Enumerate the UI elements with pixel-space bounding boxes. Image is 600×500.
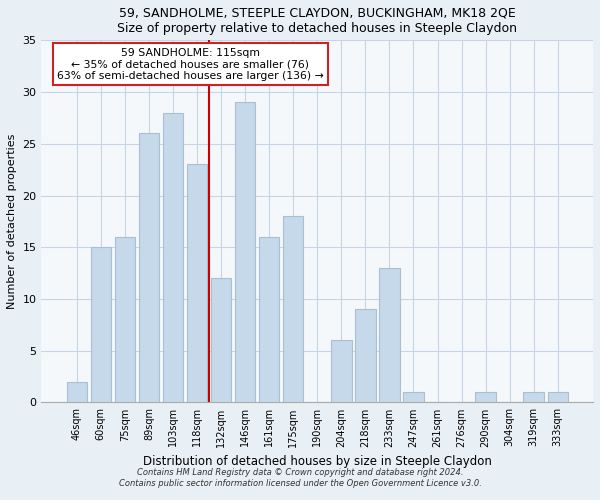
Bar [91, 248, 111, 402]
Text: 59 SANDHOLME: 115sqm
← 35% of detached houses are smaller (76)
63% of semi-detac: 59 SANDHOLME: 115sqm ← 35% of detached h… [57, 48, 324, 80]
Bar [163, 112, 183, 403]
Text: Contains HM Land Registry data © Crown copyright and database right 2024.
Contai: Contains HM Land Registry data © Crown c… [119, 468, 481, 487]
Bar [475, 392, 496, 402]
Bar [331, 340, 352, 402]
X-axis label: Distribution of detached houses by size in Steeple Claydon: Distribution of detached houses by size … [143, 455, 492, 468]
Bar [139, 134, 159, 402]
Bar [403, 392, 424, 402]
Bar [115, 237, 135, 402]
Title: 59, SANDHOLME, STEEPLE CLAYDON, BUCKINGHAM, MK18 2QE
Size of property relative t: 59, SANDHOLME, STEEPLE CLAYDON, BUCKINGH… [117, 7, 517, 35]
Bar [355, 310, 376, 402]
Bar [235, 102, 256, 403]
Y-axis label: Number of detached properties: Number of detached properties [7, 134, 17, 309]
Bar [211, 278, 231, 402]
Bar [187, 164, 207, 402]
Bar [548, 392, 568, 402]
Bar [67, 382, 87, 402]
Bar [523, 392, 544, 402]
Bar [283, 216, 304, 402]
Bar [379, 268, 400, 402]
Bar [259, 237, 280, 402]
